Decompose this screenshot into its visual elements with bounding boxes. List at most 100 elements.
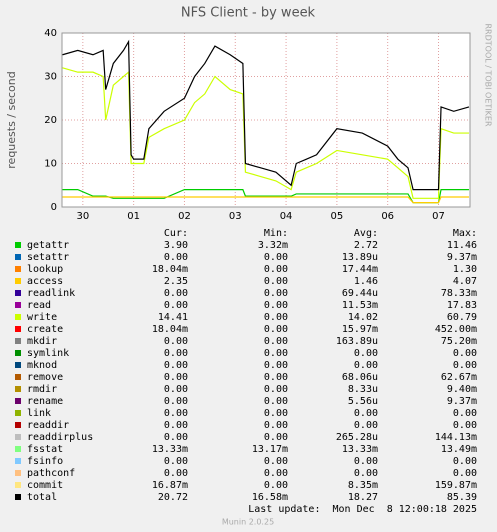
x-tick-label: 05 — [331, 211, 344, 222]
legend-max: 1.30 — [453, 264, 477, 275]
series-line — [62, 67, 469, 199]
legend-avg: 15.97m — [342, 324, 378, 335]
y-tick-label: 30 — [44, 72, 57, 83]
column-header: Min: — [264, 228, 288, 239]
x-tick-label: 02 — [178, 211, 191, 222]
legend-avg: 0.00 — [354, 348, 378, 359]
x-tick-label: 03 — [229, 211, 242, 222]
legend-swatch — [15, 242, 21, 248]
legend-label: remove — [27, 372, 63, 383]
legend-cur: 0.00 — [164, 336, 188, 347]
legend-min: 0.00 — [264, 300, 288, 311]
legend-max: 11.46 — [447, 240, 477, 251]
legend-max: 0.00 — [453, 348, 477, 359]
legend-swatch — [15, 338, 21, 344]
plot-frame — [61, 32, 471, 208]
legend-max: 452.00m — [435, 324, 477, 335]
column-header: Cur: — [164, 228, 188, 239]
legend-min: 0.00 — [264, 372, 288, 383]
legend-swatch — [15, 350, 21, 356]
footer: Munin 2.0.25 — [222, 518, 274, 527]
legend-label: readdir — [27, 420, 69, 431]
legend-avg: 0.00 — [354, 420, 378, 431]
legend-swatch — [15, 494, 21, 500]
legend-swatch — [15, 434, 21, 440]
legend-swatch — [15, 266, 21, 272]
legend-max: 0.00 — [453, 360, 477, 371]
legend-max: 144.13m — [435, 432, 477, 443]
legend-max: 78.33m — [441, 288, 477, 299]
legend-max: 85.39 — [447, 492, 477, 503]
legend-swatch — [15, 254, 21, 260]
legend-label: readlink — [27, 288, 75, 299]
legend-min: 0.00 — [264, 252, 288, 263]
legend-avg: 68.06u — [342, 372, 378, 383]
legend-avg: 163.89u — [336, 336, 378, 347]
legend-label: mkdir — [27, 336, 57, 347]
legend-label: access — [27, 276, 63, 287]
legend-min: 0.00 — [264, 264, 288, 275]
x-tick-label: 04 — [280, 211, 293, 222]
y-tick-label: 10 — [44, 159, 57, 170]
legend-cur: 0.00 — [164, 300, 188, 311]
legend-label: commit — [27, 480, 63, 491]
legend-swatch — [15, 482, 21, 488]
side-label: RRDTOOL / TOBI OETIKER — [484, 23, 493, 126]
legend-avg: 8.35m — [348, 480, 378, 491]
legend-min: 0.00 — [264, 348, 288, 359]
legend-label: pathconf — [27, 468, 75, 479]
legend-min: 0.00 — [264, 324, 288, 335]
legend-max: 9.37m — [447, 252, 477, 263]
y-tick-label: 0 — [51, 202, 57, 213]
legend-cur: 13.33m — [152, 444, 188, 455]
legend-swatch — [15, 314, 21, 320]
legend-avg: 2.72 — [354, 240, 378, 251]
legend-cur: 0.00 — [164, 456, 188, 467]
legend-max: 9.37m — [447, 396, 477, 407]
legend-avg: 1.46 — [354, 276, 378, 287]
legend-swatch — [15, 290, 21, 296]
legend-swatch — [15, 386, 21, 392]
legend-cur: 0.00 — [164, 360, 188, 371]
legend-avg: 0.00 — [354, 360, 378, 371]
legend-swatch — [15, 446, 21, 452]
series-line — [62, 39, 470, 191]
legend-avg: 13.33m — [342, 444, 378, 455]
legend-swatch — [15, 278, 21, 284]
legend-swatch — [15, 470, 21, 476]
legend-avg: 13.89u — [342, 252, 378, 263]
legend-cur: 0.00 — [164, 372, 188, 383]
legend-avg: 265.28u — [336, 432, 378, 443]
series-line — [62, 196, 469, 204]
legend-swatch — [15, 458, 21, 464]
legend-cur: 20.72 — [158, 492, 188, 503]
legend-min: 0.00 — [264, 468, 288, 479]
legend-min: 0.00 — [264, 276, 288, 287]
x-tick-label: 07 — [432, 211, 445, 222]
legend-label: rmdir — [27, 384, 57, 395]
legend-min: 0.00 — [264, 336, 288, 347]
legend-min: 0.00 — [264, 384, 288, 395]
column-header: Avg: — [354, 228, 378, 239]
legend-max: 0.00 — [453, 456, 477, 467]
legend-swatch — [15, 410, 21, 416]
legend-cur: 0.00 — [164, 408, 188, 419]
legend-label: total — [27, 492, 57, 503]
legend-max: 62.67m — [441, 372, 477, 383]
legend-cur: 0.00 — [164, 420, 188, 431]
legend-label: setattr — [27, 252, 69, 263]
legend-avg: 8.33u — [348, 384, 378, 395]
legend-cur: 0.00 — [164, 468, 188, 479]
y-tick-label: 20 — [44, 115, 57, 126]
legend-cur: 0.00 — [164, 252, 188, 263]
legend-label: readdirplus — [27, 432, 93, 443]
legend-cur: 18.04m — [152, 324, 188, 335]
legend-avg: 17.44m — [342, 264, 378, 275]
legend-max: 9.40m — [447, 384, 477, 395]
legend-avg: 69.44u — [342, 288, 378, 299]
legend-label: read — [27, 300, 51, 311]
legend-avg: 0.00 — [354, 456, 378, 467]
legend-min: 0.00 — [264, 360, 288, 371]
legend-min: 16.58m — [252, 492, 288, 503]
